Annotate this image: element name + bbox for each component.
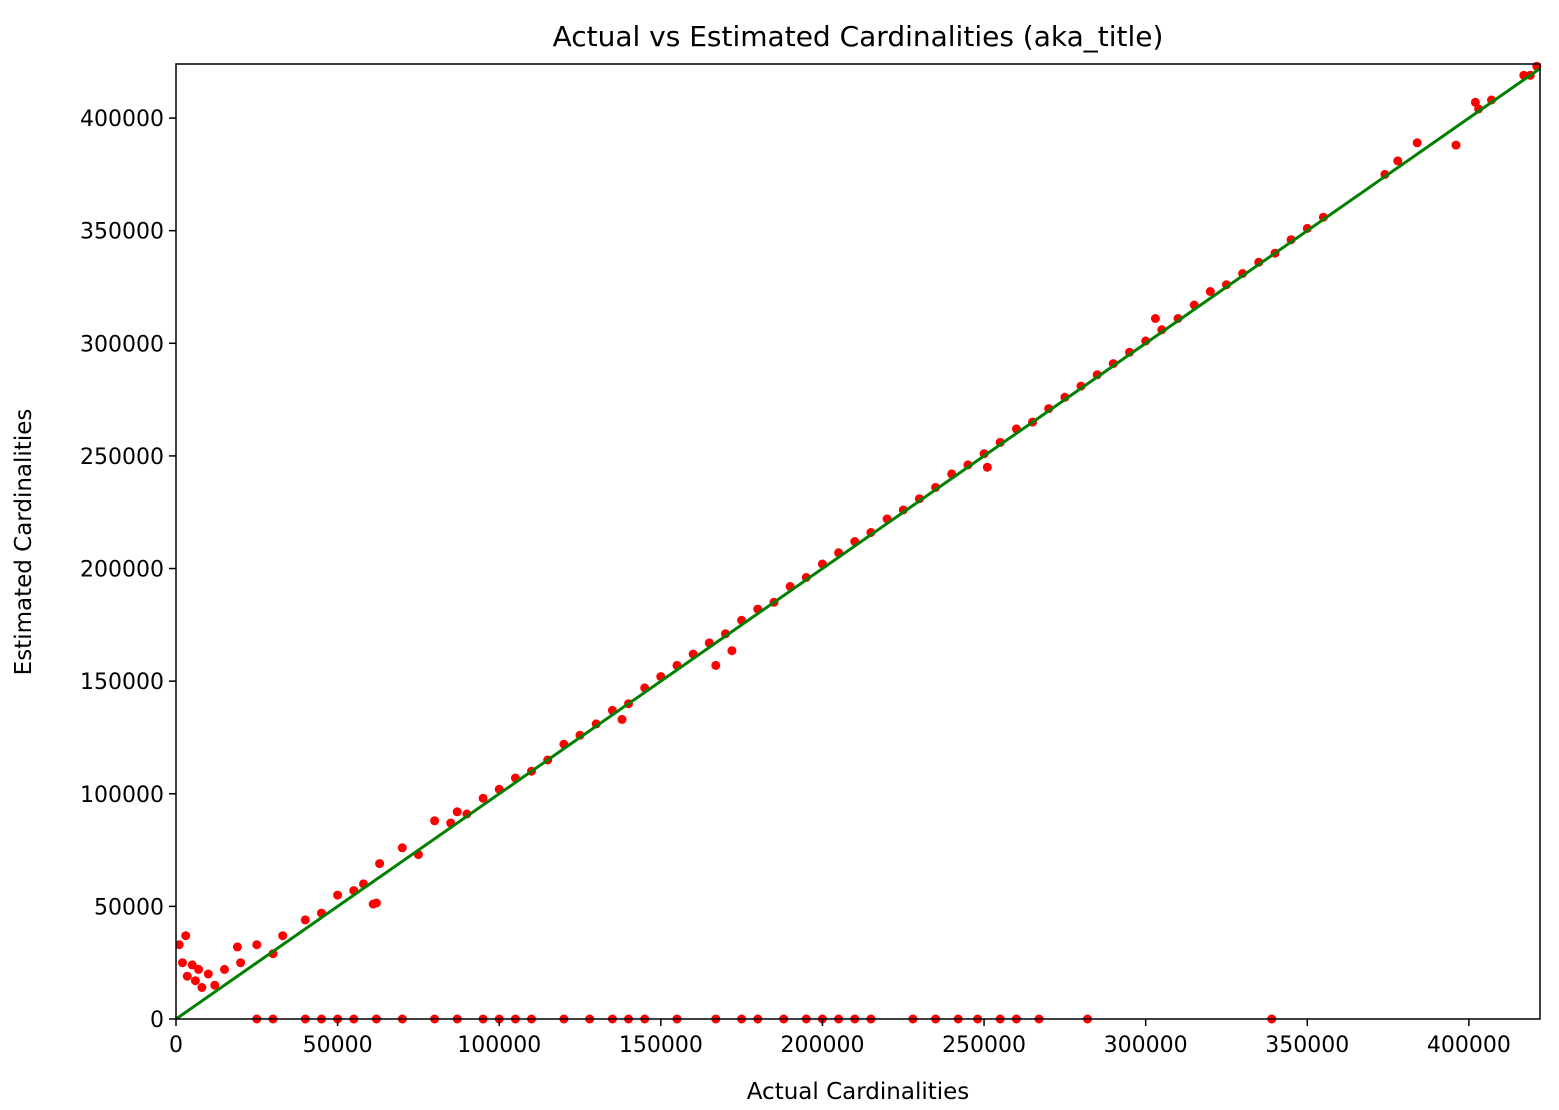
y-tick-label: 50000 [94,895,164,920]
data-point [397,843,407,853]
x-tick-label: 100000 [457,1033,541,1058]
data-point [197,983,207,992]
data-point [727,646,737,656]
data-point [430,816,440,826]
x-tick-label: 0 [169,1033,183,1058]
data-point [300,915,310,925]
data-point [1205,287,1215,296]
x-axis-ticks: 0 50000 100000 150000 200000 250000 300000 3500… [169,1019,1511,1058]
y-axis-label: Estimated Cardinalities [11,409,37,676]
data-point [252,940,262,950]
data-point [371,898,381,908]
y-tick-label: 400000 [80,107,164,132]
x-tick-label: 300000 [1104,1033,1188,1058]
y-axis-ticks: 0 50000 100000 150000 200000 250000 300000 3500… [80,107,176,1033]
data-point [452,807,462,817]
data-point [982,462,992,472]
y-tick-label: 150000 [80,670,164,695]
x-axis-label: Actual Cardinalities [747,1079,970,1105]
data-point [333,890,343,900]
data-point [190,976,200,986]
chart-title: Actual vs Estimated Cardinalities (aka_t… [553,20,1164,53]
y-tick-label: 350000 [80,220,164,245]
y-tick-label: 100000 [80,783,164,808]
data-point [1393,156,1403,166]
data-point [187,960,197,970]
data-point [210,980,220,990]
data-point [181,931,191,941]
data-point [617,714,627,724]
data-point [194,964,204,974]
data-point [1412,138,1422,148]
x-tick-label: 350000 [1265,1033,1349,1058]
y-tick-label: 0 [150,1008,164,1033]
plot-frame [175,63,1541,1020]
data-point [478,793,488,803]
reference-line [175,67,1541,1021]
data-point [278,931,288,941]
data-point [203,969,213,979]
data-point [220,964,229,974]
x-tick-label: 250000 [942,1033,1026,1058]
data-point [182,971,192,981]
x-tick-label: 200000 [780,1033,864,1058]
x-tick-label: 150000 [619,1033,703,1058]
data-point [236,958,246,968]
data-point [176,940,184,950]
x-tick-label: 400000 [1427,1033,1511,1058]
data-point [1451,140,1461,150]
data-point [1150,314,1160,323]
data-point [178,958,187,968]
data-point [711,660,721,670]
data-point [232,942,242,952]
y-tick-label: 250000 [80,445,164,470]
y-tick-label: 200000 [80,558,164,583]
data-point [375,859,385,869]
data-point [1470,97,1480,107]
y-tick-label: 300000 [80,332,164,357]
x-tick-label: 50000 [303,1033,373,1058]
